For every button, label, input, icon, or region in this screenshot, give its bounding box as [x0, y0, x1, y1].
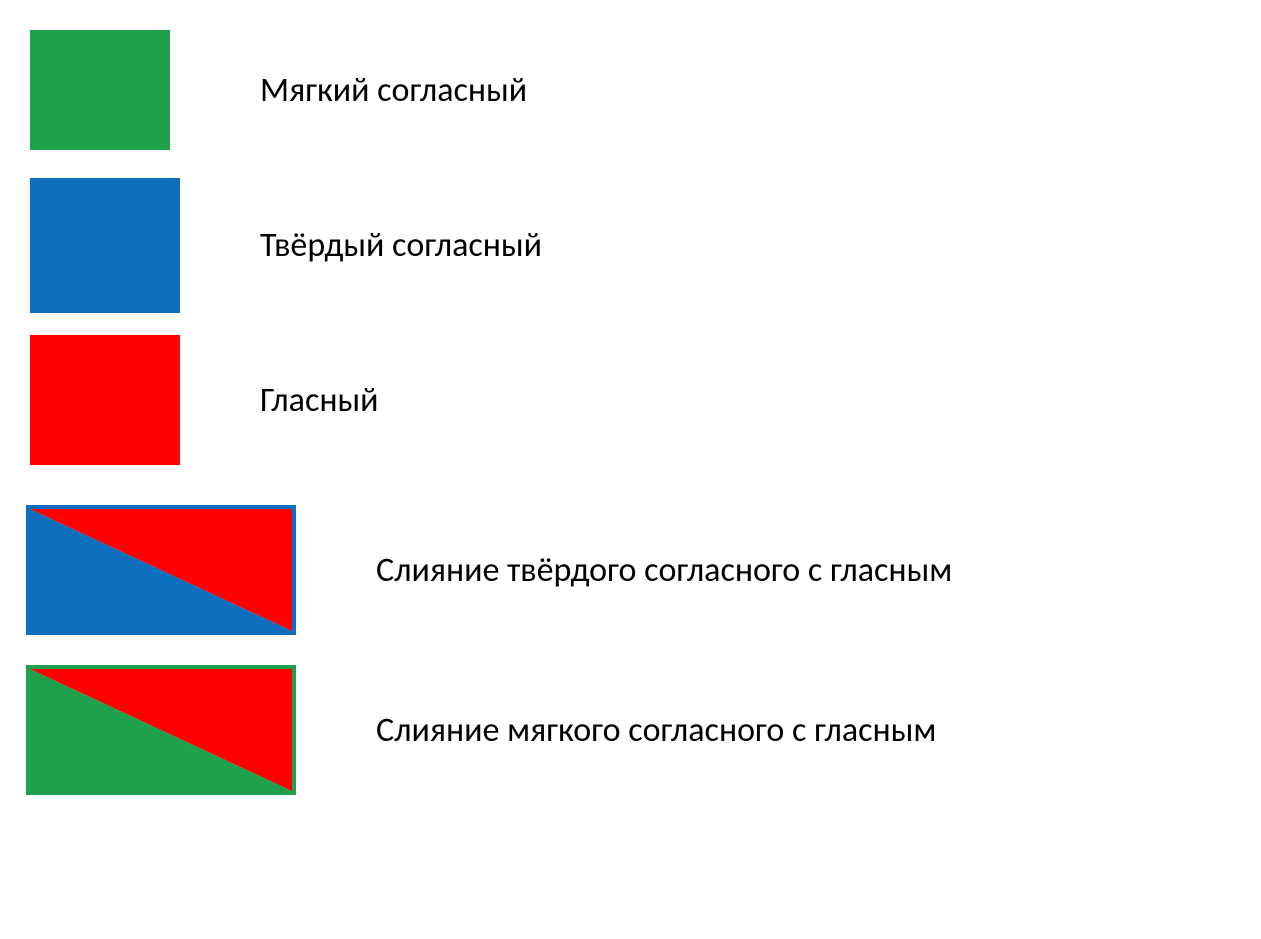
legend-label: Мягкий согласный [260, 70, 527, 111]
legend-row: Гласный [20, 335, 1241, 465]
swatch-hard-merge [26, 505, 296, 635]
swatch-wrap [20, 505, 376, 635]
legend-row: Слияние твёрдого согласного с гласным [20, 505, 1241, 635]
swatch-soft-merge [26, 665, 296, 795]
legend-row: Твёрдый согласный [20, 178, 1241, 313]
legend-label: Гласный [260, 380, 379, 421]
legend-label: Твёрдый согласный [260, 225, 542, 266]
legend-container: Мягкий согласный Твёрдый согласный Гласн… [0, 0, 1261, 845]
swatch-soft-consonant [30, 30, 170, 150]
legend-row: Слияние мягкого согласного с гласным [20, 665, 1241, 795]
swatch-wrap [20, 178, 260, 313]
swatch-wrap [20, 30, 260, 150]
legend-label: Слияние мягкого согласного с гласным [376, 710, 936, 751]
legend-label: Слияние твёрдого согласного с гласным [376, 550, 952, 591]
legend-row: Мягкий согласный [20, 30, 1241, 150]
swatch-hard-consonant [30, 178, 180, 313]
swatch-wrap [20, 335, 260, 465]
swatch-vowel [30, 335, 180, 465]
swatch-wrap [20, 665, 376, 795]
